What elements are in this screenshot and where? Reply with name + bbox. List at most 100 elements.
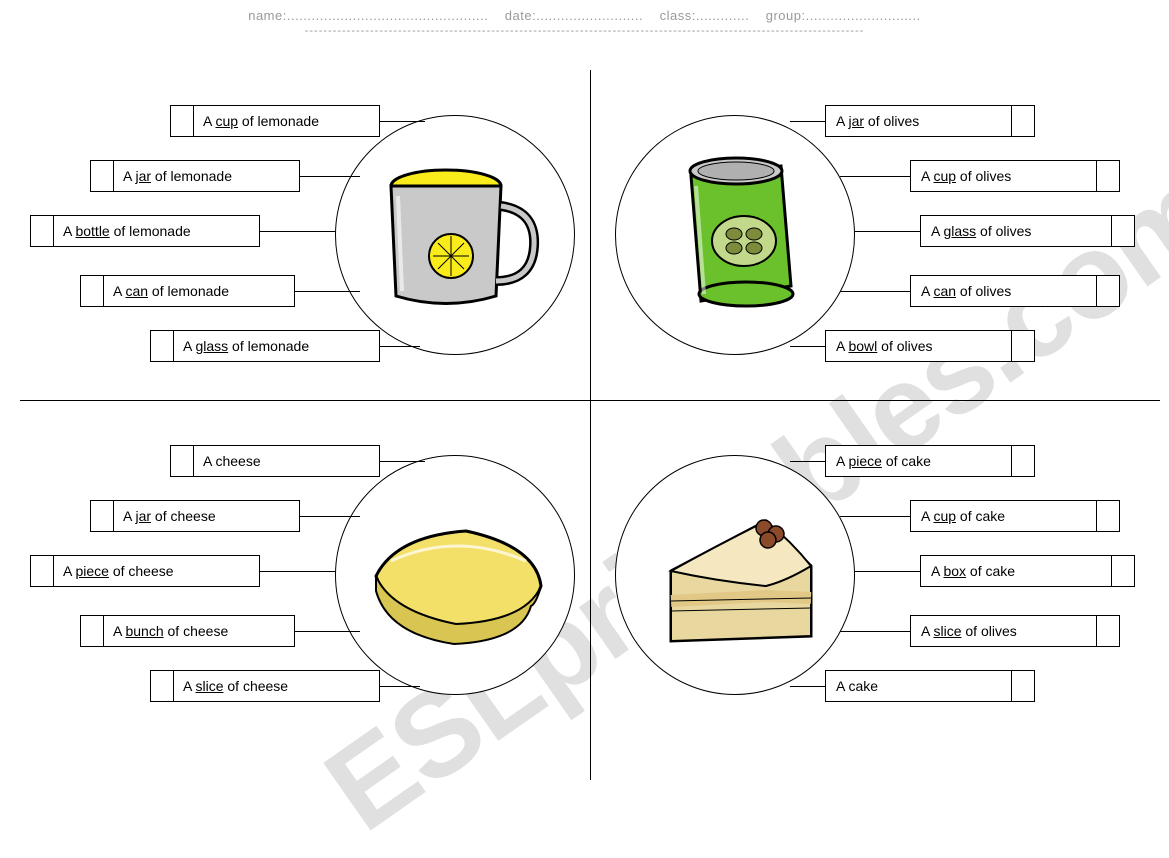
worksheet-header: name:...................................… [0, 8, 1169, 37]
option-box[interactable]: A slice of olives [910, 615, 1120, 647]
connector-line [260, 231, 335, 232]
quadrant-cake: A piece of cake A cup of cake A box of cak… [600, 415, 1160, 735]
option-box[interactable]: A glass of olives [920, 215, 1135, 247]
option-text: A glass of olives [931, 223, 1031, 239]
class-blank: ............. [696, 8, 749, 23]
connector-line [855, 571, 920, 572]
connector-line [380, 121, 425, 122]
option-text: A bowl of olives [836, 338, 933, 354]
option-box[interactable]: A cup of cake [910, 500, 1120, 532]
olives-can-icon [616, 116, 856, 356]
option-checkbox[interactable] [30, 555, 54, 587]
option-checkbox[interactable] [30, 215, 54, 247]
connector-line [855, 231, 920, 232]
connector-line [380, 461, 425, 462]
option-checkbox[interactable] [1111, 555, 1135, 587]
option-checkbox[interactable] [1111, 215, 1135, 247]
option-text: A can of lemonade [113, 283, 229, 299]
option-text: A can of olives [921, 283, 1011, 299]
option-text: A jar of olives [836, 113, 919, 129]
connector-line [380, 686, 420, 687]
option-checkbox[interactable] [1096, 160, 1120, 192]
connector-line [300, 176, 360, 177]
date-label: date: [505, 8, 536, 23]
option-checkbox[interactable] [150, 670, 174, 702]
connector-line [295, 291, 360, 292]
option-text: A cup of lemonade [203, 113, 319, 129]
cheese-slice-icon [336, 456, 576, 696]
horizontal-divider [20, 400, 1160, 401]
option-box[interactable]: A slice of cheese [150, 670, 380, 702]
option-text: A jar of cheese [123, 508, 216, 524]
connector-line [840, 631, 910, 632]
option-box[interactable]: A piece of cake [825, 445, 1035, 477]
connector-line [790, 346, 825, 347]
option-box[interactable]: A cheese [170, 445, 380, 477]
option-box[interactable]: A cup of lemonade [170, 105, 380, 137]
option-box[interactable]: A box of cake [920, 555, 1135, 587]
option-box[interactable]: A bunch of cheese [80, 615, 295, 647]
option-checkbox[interactable] [1011, 330, 1035, 362]
connector-line [260, 571, 335, 572]
option-checkbox[interactable] [1011, 670, 1035, 702]
header-separator: ----------------------------------------… [0, 25, 1169, 37]
option-text: A slice of cheese [183, 678, 288, 694]
option-checkbox[interactable] [150, 330, 174, 362]
olives-image-circle [615, 115, 855, 355]
connector-line [840, 291, 910, 292]
option-text: A jar of lemonade [123, 168, 232, 184]
option-checkbox[interactable] [1096, 275, 1120, 307]
lemonade-image-circle [335, 115, 575, 355]
option-checkbox[interactable] [1096, 500, 1120, 532]
cake-slice-icon [616, 456, 856, 696]
quadrant-olives: A jar of olives A cup of olives A glass of… [600, 75, 1160, 395]
option-box[interactable]: A cup of olives [910, 160, 1120, 192]
quadrant-lemonade: A cup of lemonade A jar of lemonade A bott… [20, 75, 580, 395]
option-checkbox[interactable] [170, 105, 194, 137]
option-checkbox[interactable] [90, 500, 114, 532]
option-text: A cake [836, 678, 878, 694]
option-box[interactable]: A can of olives [910, 275, 1120, 307]
name-blank: ........................................… [287, 8, 488, 23]
option-text: A cheese [203, 453, 261, 469]
group-blank: ............................ [806, 8, 921, 23]
option-box[interactable]: A jar of olives [825, 105, 1035, 137]
option-text: A piece of cheese [63, 563, 174, 579]
lemonade-cup-icon [336, 116, 576, 356]
quadrant-cheese: A cheese A jar of cheese A piece of cheese… [20, 415, 580, 735]
option-checkbox[interactable] [170, 445, 194, 477]
option-box[interactable]: A glass of lemonade [150, 330, 380, 362]
option-box[interactable]: A piece of cheese [30, 555, 260, 587]
connector-line [380, 346, 420, 347]
option-box[interactable]: A jar of cheese [90, 500, 300, 532]
connector-line [790, 461, 825, 462]
date-blank: .......................... [536, 8, 643, 23]
option-text: A cup of olives [921, 168, 1011, 184]
option-text: A box of cake [931, 563, 1015, 579]
cake-image-circle [615, 455, 855, 695]
option-checkbox[interactable] [1096, 615, 1120, 647]
connector-line [840, 516, 910, 517]
option-checkbox[interactable] [80, 275, 104, 307]
connector-line [300, 516, 360, 517]
connector-line [790, 686, 825, 687]
group-label: group: [766, 8, 806, 23]
option-text: A glass of lemonade [183, 338, 309, 354]
cheese-image-circle [335, 455, 575, 695]
option-checkbox[interactable] [80, 615, 104, 647]
option-checkbox[interactable] [1011, 105, 1035, 137]
option-checkbox[interactable] [1011, 445, 1035, 477]
name-label: name: [248, 8, 287, 23]
option-text: A cup of cake [921, 508, 1005, 524]
option-text: A bottle of lemonade [63, 223, 191, 239]
option-box[interactable]: A bowl of olives [825, 330, 1035, 362]
connector-line [840, 176, 910, 177]
option-checkbox[interactable] [90, 160, 114, 192]
option-box[interactable]: A can of lemonade [80, 275, 295, 307]
option-box[interactable]: A jar of lemonade [90, 160, 300, 192]
connector-line [295, 631, 360, 632]
vertical-divider [590, 70, 591, 780]
class-label: class: [660, 8, 696, 23]
option-box[interactable]: A cake [825, 670, 1035, 702]
option-box[interactable]: A bottle of lemonade [30, 215, 260, 247]
